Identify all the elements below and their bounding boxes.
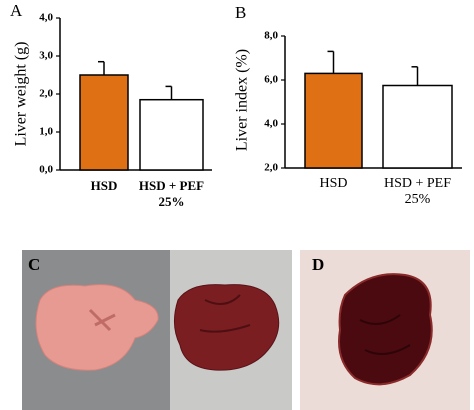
photo-d <box>300 250 470 410</box>
y-tick-label: 1,0 <box>39 126 53 138</box>
x-tick-label: HSD + PEF 25% <box>138 178 205 209</box>
bar <box>382 84 453 169</box>
x-tick-label: HSD <box>319 176 348 191</box>
y-tick-label: 6,0 <box>264 74 278 86</box>
bar <box>79 74 129 171</box>
y-tick-label: 4,0 <box>264 118 278 130</box>
photo-c <box>22 250 292 410</box>
y-tick-label: 2,0 <box>39 88 53 100</box>
bar <box>139 98 204 171</box>
panel-label: B <box>235 3 246 22</box>
panel-label: A <box>10 1 23 20</box>
y-tick-label: 8,0 <box>264 30 278 42</box>
x-tick-label: HSD <box>90 178 118 193</box>
y-tick-label: 0,0 <box>39 164 53 176</box>
x-tick-label: HSD + PEF 25% <box>383 176 452 207</box>
y-tick-label: 3,0 <box>39 50 53 62</box>
y-axis-label: Liver weight (g) <box>13 42 30 147</box>
y-tick-label: 2,0 <box>264 162 278 174</box>
panel-label: D <box>312 255 324 274</box>
panel-label: C <box>28 255 40 274</box>
y-axis-label: Liver index (%) <box>234 49 251 151</box>
bar <box>304 72 363 169</box>
y-tick-label: 4,0 <box>39 12 53 24</box>
